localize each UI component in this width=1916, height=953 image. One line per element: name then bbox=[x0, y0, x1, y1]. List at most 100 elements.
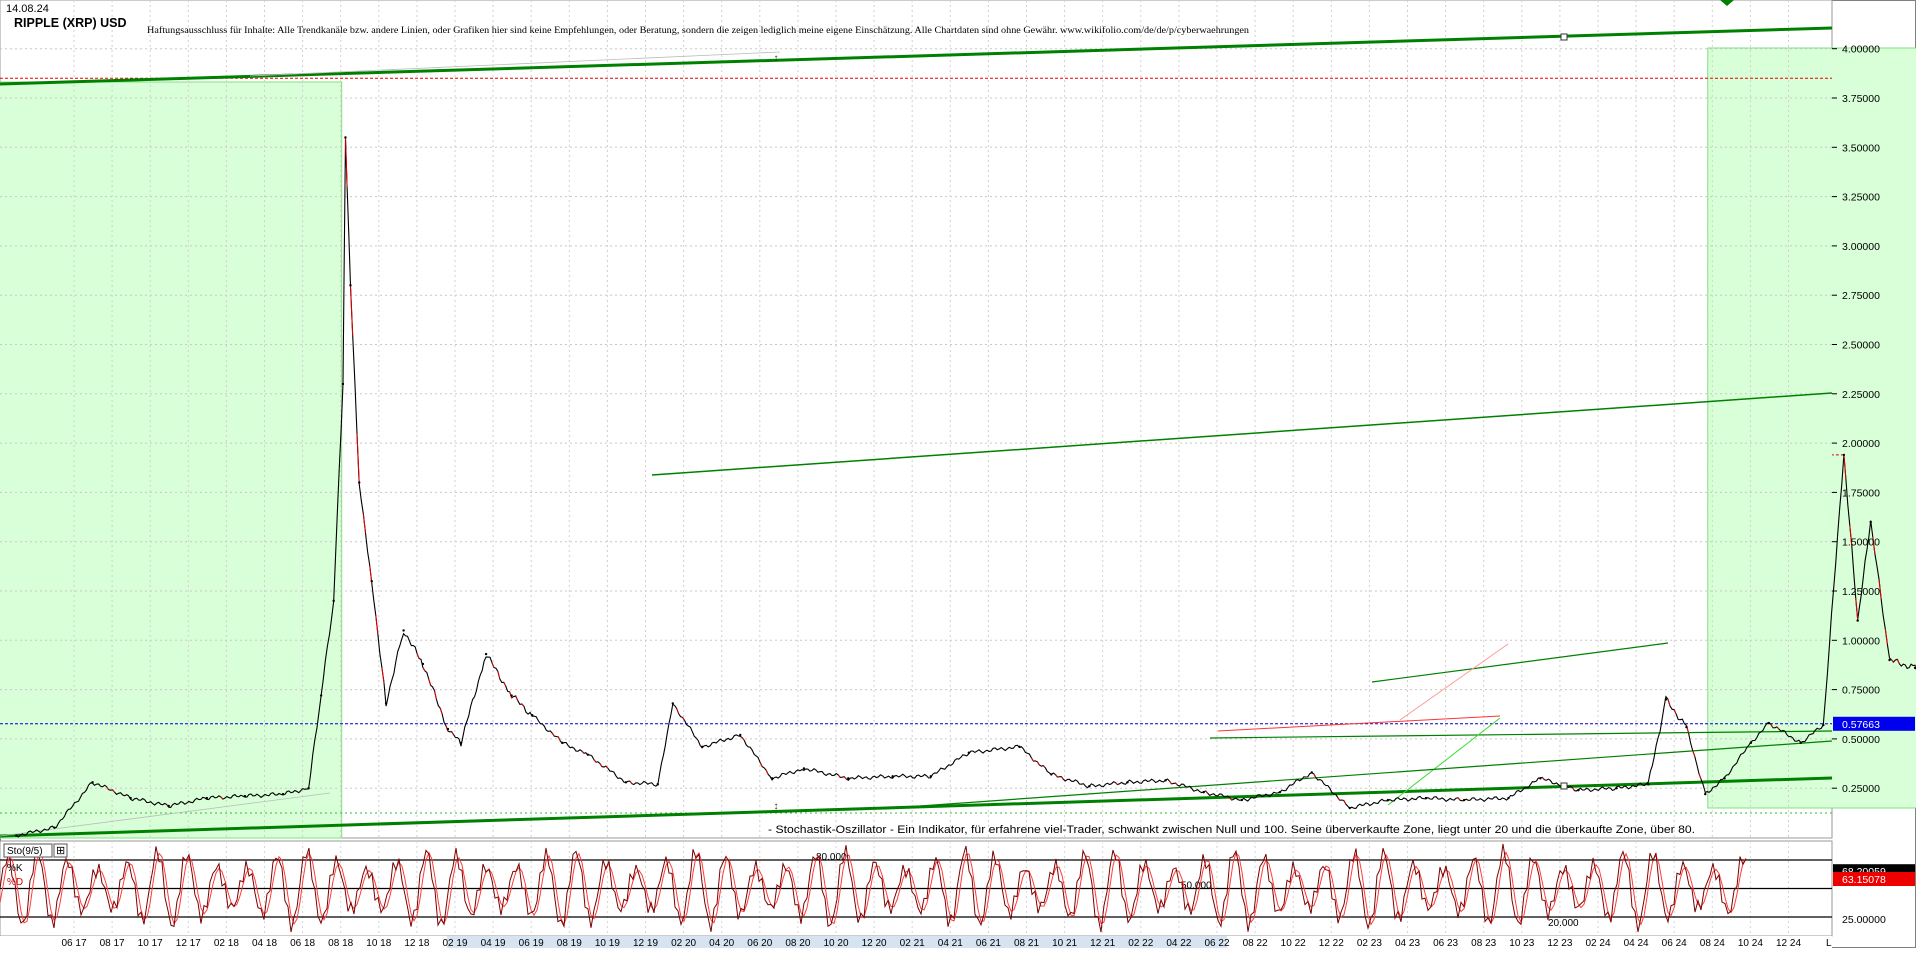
down-candle-mark bbox=[1054, 774, 1058, 778]
x-tick-label[interactable]: 10 21 bbox=[1052, 938, 1077, 949]
x-tick-label[interactable]: 12 17 bbox=[176, 938, 201, 949]
down-candle-mark bbox=[439, 708, 443, 715]
price-point bbox=[402, 629, 405, 632]
trend-line[interactable] bbox=[1209, 730, 1833, 739]
down-candle-mark bbox=[759, 762, 763, 767]
x-tick-label[interactable]: 06 21 bbox=[976, 938, 1001, 949]
highlight-zone bbox=[1707, 47, 1916, 809]
down-candle-mark bbox=[682, 717, 685, 721]
price-point bbox=[847, 777, 850, 780]
x-tick-label[interactable]: 04 21 bbox=[938, 938, 963, 949]
x-tick-label[interactable]: 06 22 bbox=[1204, 938, 1229, 949]
down-candle-mark bbox=[1872, 536, 1876, 554]
trend-handle[interactable] bbox=[1560, 33, 1568, 41]
x-tick-label[interactable]: 04 23 bbox=[1395, 938, 1420, 949]
x-tick-label[interactable]: 08 21 bbox=[1014, 938, 1039, 949]
sto-d-line bbox=[0, 851, 1747, 926]
trend-line[interactable] bbox=[1217, 715, 1501, 732]
down-candle-mark bbox=[1843, 454, 1847, 480]
trend-line[interactable] bbox=[1371, 642, 1669, 683]
trend-line[interactable] bbox=[0, 792, 331, 837]
down-candle-mark bbox=[1896, 659, 1900, 664]
price-point bbox=[1577, 788, 1580, 792]
price-point bbox=[1050, 773, 1053, 776]
y-tick-label: 3.25000 bbox=[1842, 192, 1880, 204]
trend-line[interactable] bbox=[1387, 717, 1501, 806]
price-point bbox=[700, 745, 704, 748]
x-tick-label[interactable]: 06 20 bbox=[747, 938, 772, 949]
sto-axis-label: 25.00000 bbox=[1842, 914, 1886, 926]
down-candle-mark bbox=[581, 750, 585, 754]
price-point bbox=[967, 751, 971, 754]
x-tick-label[interactable]: 12 24 bbox=[1776, 938, 1801, 949]
trend-line[interactable] bbox=[0, 26, 1833, 86]
y-tick-label: 0.50000 bbox=[1842, 734, 1880, 746]
price-point bbox=[1348, 806, 1352, 810]
x-tick-label[interactable]: 10 18 bbox=[366, 938, 391, 949]
x-tick-label[interactable]: 12 20 bbox=[862, 938, 887, 949]
x-tick-label[interactable]: 04 22 bbox=[1166, 938, 1191, 949]
down-candle-mark bbox=[349, 286, 354, 336]
x-tick-label[interactable]: 10 24 bbox=[1738, 938, 1763, 949]
x-tick-label[interactable]: 06 19 bbox=[519, 938, 544, 949]
price-point bbox=[531, 714, 534, 717]
x-tick-label[interactable]: 10 17 bbox=[138, 938, 163, 949]
move-handle-icon[interactable]: ↕ bbox=[774, 53, 779, 64]
x-tick-label[interactable]: 02 20 bbox=[671, 938, 696, 949]
down-candle-mark bbox=[422, 667, 426, 672]
down-candle-mark bbox=[521, 703, 525, 707]
x-tick-label[interactable]: 08 17 bbox=[100, 938, 125, 949]
x-tick-label[interactable]: 02 21 bbox=[900, 938, 925, 949]
current-price-label-bg bbox=[1833, 716, 1915, 731]
x-tick-label[interactable]: 06 24 bbox=[1662, 938, 1687, 949]
price-point bbox=[1913, 666, 1916, 670]
x-tick-label[interactable]: 02 18 bbox=[214, 938, 239, 949]
x-tick-label[interactable]: 08 23 bbox=[1471, 938, 1496, 949]
trend-line[interactable] bbox=[249, 51, 781, 77]
x-tick-label[interactable]: 02 19 bbox=[442, 938, 467, 949]
highlight-zone bbox=[0, 81, 343, 839]
move-handle-icon[interactable]: ↕ bbox=[774, 801, 779, 812]
price-point bbox=[349, 284, 352, 287]
stochastic-name: Sto(9/5) bbox=[7, 846, 43, 857]
price-panel: ↕↕ bbox=[0, 0, 1916, 839]
trend-line[interactable] bbox=[919, 740, 1833, 807]
x-tick-label[interactable]: 02 22 bbox=[1128, 938, 1153, 949]
x-tick-label[interactable]: 08 19 bbox=[557, 938, 582, 949]
x-tick-label[interactable]: 04 24 bbox=[1624, 938, 1649, 949]
x-tick-label[interactable]: 08 22 bbox=[1243, 938, 1268, 949]
x-tick-label[interactable]: 08 24 bbox=[1700, 938, 1725, 949]
x-tick-label[interactable]: 02 23 bbox=[1357, 938, 1382, 949]
x-tick-label[interactable]: 12 22 bbox=[1319, 938, 1344, 949]
y-tick-label: 1.50000 bbox=[1842, 537, 1880, 549]
expand-panel-button[interactable] bbox=[53, 843, 68, 858]
x-tick-label[interactable]: 12 18 bbox=[404, 938, 429, 949]
x-tick-label[interactable]: 06 18 bbox=[290, 938, 315, 949]
x-tick-label[interactable]: 04 19 bbox=[481, 938, 506, 949]
price-point bbox=[1539, 777, 1542, 780]
x-tick-label[interactable]: 08 20 bbox=[785, 938, 810, 949]
x-tick-label[interactable]: 08 18 bbox=[328, 938, 353, 949]
x-tick-label[interactable]: 04 18 bbox=[252, 938, 277, 949]
x-tick-label[interactable]: 06 23 bbox=[1433, 938, 1458, 949]
x-tick-label[interactable]: 10 20 bbox=[823, 938, 848, 949]
legend-k: %K bbox=[7, 863, 23, 874]
x-tick-label[interactable]: 12 23 bbox=[1547, 938, 1572, 949]
trend-line[interactable] bbox=[651, 392, 1833, 476]
x-tick-label[interactable]: 12 19 bbox=[633, 938, 658, 949]
down-candle-mark bbox=[599, 763, 603, 767]
trend-handle[interactable] bbox=[1560, 782, 1568, 790]
price-point bbox=[1704, 792, 1707, 796]
trend-line[interactable] bbox=[1399, 643, 1509, 721]
x-tick-label[interactable]: 02 24 bbox=[1585, 938, 1610, 949]
price-point bbox=[205, 796, 209, 800]
x-tick-label[interactable]: 04 20 bbox=[709, 938, 734, 949]
price-point bbox=[129, 796, 132, 800]
x-tick-label[interactable]: 10 23 bbox=[1509, 938, 1534, 949]
x-tick-label[interactable]: 10 22 bbox=[1281, 938, 1306, 949]
price-point bbox=[1164, 779, 1167, 782]
y-tick-label: 0.25000 bbox=[1842, 783, 1880, 795]
x-tick-label[interactable]: 06 17 bbox=[61, 938, 86, 949]
x-tick-label[interactable]: 12 21 bbox=[1090, 938, 1115, 949]
x-tick-label[interactable]: 10 19 bbox=[595, 938, 620, 949]
